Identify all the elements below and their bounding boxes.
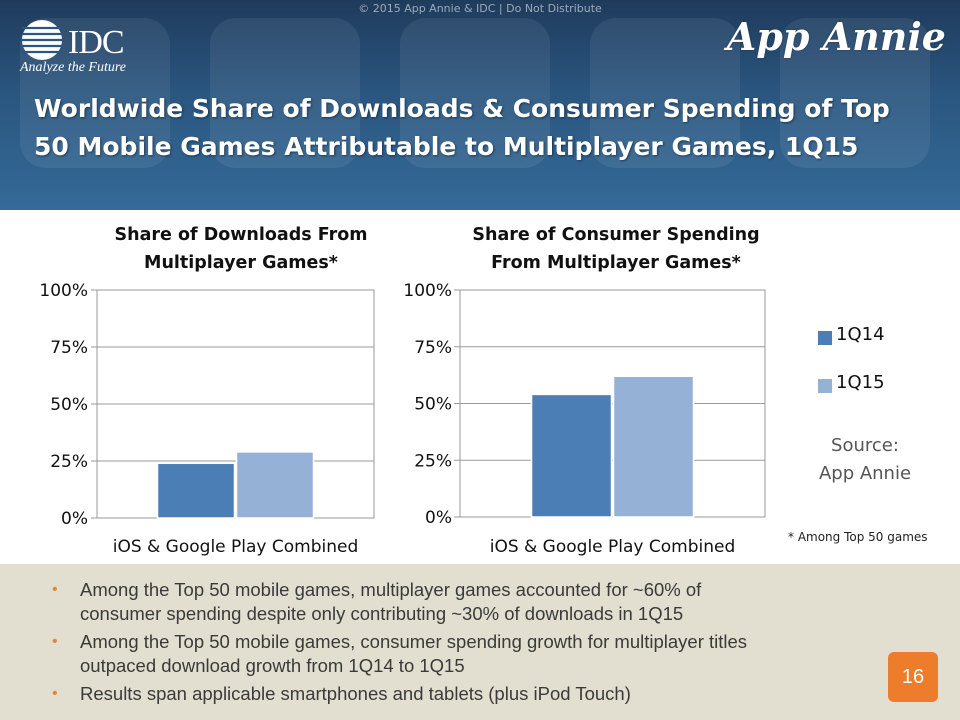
legend-label: 1Q14 bbox=[836, 324, 885, 345]
legend-swatch bbox=[818, 331, 832, 345]
bar-1q14 bbox=[530, 393, 613, 518]
source-note: Source: App Annie bbox=[800, 432, 930, 488]
chart-title-line: Multiplayer Games* bbox=[144, 253, 338, 273]
x-category-label: iOS & Google Play Combined bbox=[490, 537, 736, 557]
copyright-notice: © 2015 App Annie & IDC | Do Not Distribu… bbox=[358, 2, 602, 15]
bullet-marker: • bbox=[52, 581, 58, 598]
chart-title-line: Share of Consumer Spending bbox=[472, 225, 760, 245]
page-number-badge: 16 bbox=[888, 652, 938, 702]
bullet-marker: • bbox=[52, 633, 58, 650]
footnote: * Among Top 50 games bbox=[788, 530, 928, 544]
y-tick-label: 100% bbox=[39, 281, 88, 301]
slide-title: Worldwide Share of Downloads & Consumer … bbox=[34, 94, 890, 161]
bullet-line: outpaced download growth from 1Q14 to 1Q… bbox=[80, 655, 465, 676]
globe-icon bbox=[22, 20, 62, 60]
source-label: Source: bbox=[831, 435, 899, 456]
background-tile bbox=[400, 18, 550, 168]
bullet-item: • Results span applicable smartphones an… bbox=[48, 682, 868, 706]
background-tile bbox=[780, 18, 930, 168]
bar-1q15 bbox=[612, 375, 695, 518]
bullet-marker: • bbox=[52, 685, 58, 702]
bullet-item: • Among the Top 50 mobile games, consume… bbox=[48, 630, 868, 678]
bullet-line: Among the Top 50 mobile games, consumer … bbox=[80, 631, 748, 652]
spending-chart: 0% 25% 50% 75% 100% iOS & Google Play Combine… bbox=[403, 281, 766, 557]
chart-title-downloads: Share of Downloads From Multiplayer Game… bbox=[96, 221, 386, 277]
y-tick-label: 0% bbox=[425, 508, 452, 528]
header-banner: © 2015 App Annie & IDC | Do Not Distribu… bbox=[0, 0, 960, 210]
chart-title-line: From Multiplayer Games* bbox=[491, 253, 741, 273]
bar-1q15 bbox=[235, 451, 315, 519]
summary-bullets: • Among the Top 50 mobile games, multipl… bbox=[48, 578, 868, 706]
y-tick-label: 75% bbox=[414, 338, 452, 358]
y-tick-label: 50% bbox=[414, 395, 452, 415]
x-category-label: iOS & Google Play Combined bbox=[113, 537, 359, 557]
bar-1q14 bbox=[156, 462, 236, 519]
bullet-item: • Among the Top 50 mobile games, multipl… bbox=[48, 578, 868, 626]
background-tile bbox=[590, 18, 740, 168]
app-annie-logo: App Annie bbox=[726, 14, 946, 59]
y-tick-label: 25% bbox=[50, 452, 88, 472]
idc-wordmark: IDC bbox=[68, 24, 125, 61]
chart-title-spending: Share of Consumer Spending From Multipla… bbox=[466, 221, 766, 277]
y-tick-label: 50% bbox=[50, 395, 88, 415]
bullet-line: Results span applicable smartphones and … bbox=[80, 683, 631, 704]
idc-tagline: Analyze the Future bbox=[20, 60, 127, 75]
bullet-line: Among the Top 50 mobile games, multiplay… bbox=[80, 579, 702, 600]
source-name: App Annie bbox=[818, 463, 912, 484]
chart-title-line: Share of Downloads From bbox=[114, 225, 368, 245]
summary-panel: • Among the Top 50 mobile games, multipl… bbox=[0, 564, 960, 720]
y-tick-label: 100% bbox=[403, 281, 452, 301]
downloads-chart: 0% 25% 50% 75% 100% iOS & Google Play Combine… bbox=[39, 281, 375, 557]
bullet-line: consumer spending despite only contribut… bbox=[80, 603, 684, 624]
legend-swatch bbox=[818, 379, 832, 393]
background-tile bbox=[210, 18, 360, 168]
idc-logo: IDC Analyze the Future bbox=[18, 14, 148, 75]
y-tick-label: 75% bbox=[50, 338, 88, 358]
legend-label: 1Q15 bbox=[836, 372, 885, 393]
y-tick-label: 0% bbox=[61, 509, 88, 529]
y-tick-label: 25% bbox=[414, 451, 452, 471]
